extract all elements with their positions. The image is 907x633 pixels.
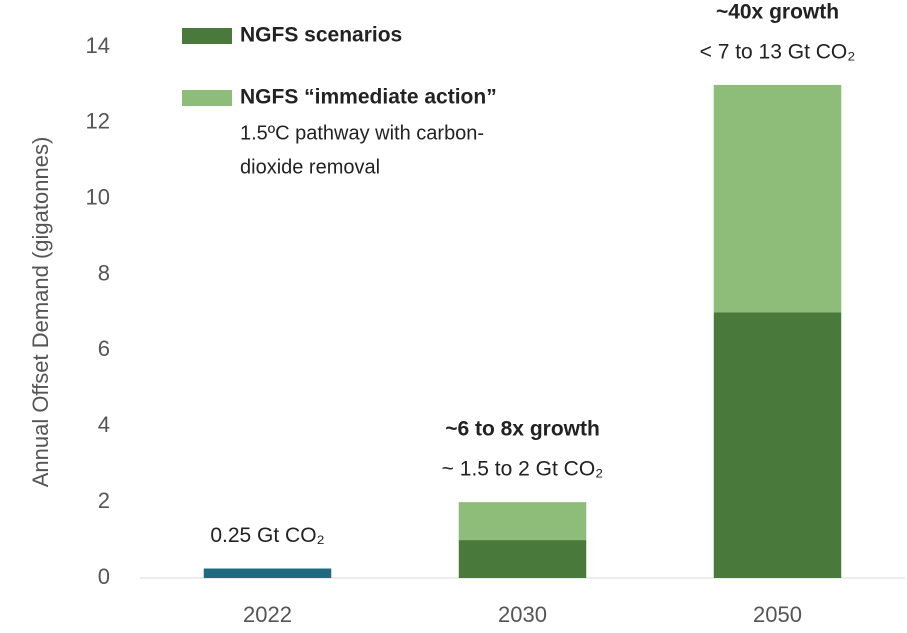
legend-note: 1.5ºC pathway with carbon- [240,122,484,144]
legend-swatch [182,28,232,44]
y-tick-label: 6 [98,336,110,361]
legend-label: NGFS “immediate action” [240,86,497,109]
annotation-text: ~ 1.5 to 2 Gt CO₂ [442,458,604,481]
legend-note: dioxide removal [240,156,380,178]
y-tick-label: 12 [86,109,110,134]
y-tick-label: 0 [98,564,110,589]
y-tick-label: 4 [98,412,110,437]
annotation-text: < 7 to 13 Gt CO₂ [700,40,856,63]
x-tick-label: 2050 [753,602,802,627]
y-tick-label: 2 [98,488,110,513]
annotation-title: ~40x growth [716,0,839,23]
y-tick-label: 8 [98,260,110,285]
x-tick-label: 2030 [498,602,547,627]
bar-segment [458,502,587,541]
annotation-title: ~6 to 8x growth [445,418,600,441]
bar-segment [713,312,842,578]
x-tick-label: 2022 [243,602,292,627]
annotation-text: 0.25 Gt CO₂ [210,524,324,547]
y-axis-label: Annual Offset Demand (gigatonnes) [28,137,53,488]
bar-segment [203,568,332,578]
legend-label: NGFS scenarios [240,24,402,47]
bar-segment [713,84,842,313]
y-tick-label: 14 [86,33,110,58]
y-tick-label: 10 [86,185,110,210]
bar-segment [458,540,587,578]
legend-swatch [182,90,232,106]
